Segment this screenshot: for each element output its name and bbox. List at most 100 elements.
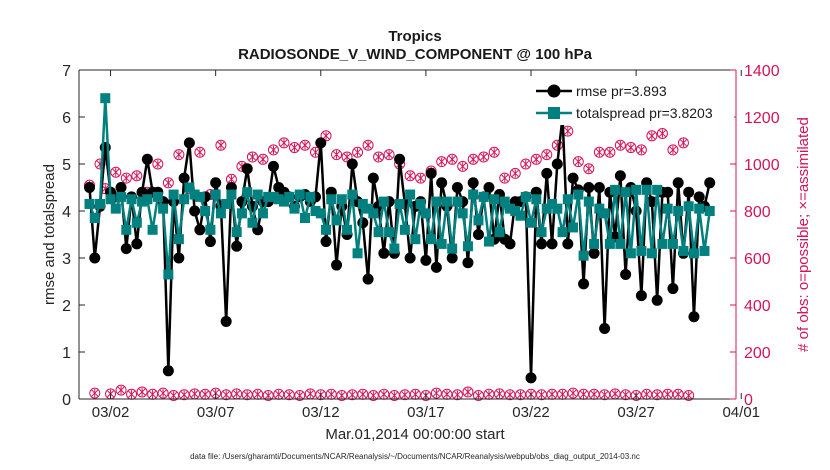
totalspread-point <box>625 248 636 259</box>
obs-possible-point <box>315 389 327 401</box>
rmse-point <box>210 177 222 189</box>
totalspread-point <box>552 203 563 214</box>
obs-possible-point <box>415 172 427 184</box>
x-tick-label: 04/01 <box>722 404 760 421</box>
totalspread-point <box>657 238 668 249</box>
totalspread-point <box>152 191 163 202</box>
totalspread-point <box>205 224 216 235</box>
legend-label-rmse: rmse pr=3.893 <box>576 83 667 99</box>
obs-possible-point <box>462 386 474 398</box>
rmse-point <box>120 243 132 255</box>
obs-assimilated-point <box>622 390 630 399</box>
rmse-point <box>231 240 243 252</box>
obs-assimilated-point <box>601 390 609 399</box>
obs-assimilated-point <box>154 159 162 169</box>
rmse-point <box>562 238 574 250</box>
rmse-point <box>683 186 695 198</box>
obs-possible-point <box>388 389 400 401</box>
x-axis-label: Mar.01,2014 00:00:00 start <box>325 426 505 443</box>
totalspread-point <box>547 198 558 209</box>
obs-possible-point <box>288 142 300 154</box>
obs-possible-point <box>499 172 511 184</box>
totalspread-point <box>526 217 537 228</box>
rmse-point <box>541 167 553 179</box>
obs-possible-point <box>536 389 548 401</box>
totalspread-point <box>373 227 384 238</box>
totalspread-point <box>168 189 179 200</box>
rmse-point <box>630 205 642 217</box>
obs-assimilated-point <box>506 390 514 399</box>
obs-assimilated-point <box>611 389 619 399</box>
totalspread-point <box>441 196 452 207</box>
obs-assimilated-point <box>296 391 304 400</box>
obs-possible-point <box>683 389 695 401</box>
obs-assimilated-point <box>432 388 440 398</box>
obs-assimilated-point <box>485 390 493 399</box>
obs-possible-point <box>656 127 668 139</box>
obs-assimilated-point <box>585 164 593 173</box>
totalspread-point <box>610 184 621 195</box>
y-right-tick-label: 800 <box>744 204 771 221</box>
obs-assimilated-point <box>448 155 456 164</box>
totalspread-point <box>694 203 705 214</box>
obs-possible-point <box>436 156 448 168</box>
obs-assimilated-point <box>648 131 656 140</box>
obs-assimilated-point <box>537 390 546 399</box>
obs-assimilated-point <box>685 391 693 400</box>
obs-possible-point <box>115 384 127 396</box>
totalspread-point <box>688 248 699 259</box>
y-right-tick-label: 400 <box>744 298 771 315</box>
obs-assimilated-point <box>627 143 635 152</box>
totalspread-point <box>436 238 447 249</box>
obs-assimilated-point <box>469 155 477 164</box>
obs-possible-point <box>341 151 353 163</box>
y-axis-label-left: rmse and totalspread <box>41 164 58 305</box>
rmse-point <box>614 170 626 182</box>
totalspread-point <box>215 208 226 219</box>
obs-possible-point <box>541 149 553 161</box>
rmse-point <box>704 177 716 189</box>
obs-possible-point <box>457 160 469 172</box>
obs-assimilated-point <box>138 387 146 397</box>
obs-assimilated-point <box>354 148 362 157</box>
totalspread-point <box>368 208 379 219</box>
totalspread-point <box>189 189 200 200</box>
totalspread-point <box>468 189 479 200</box>
obs-assimilated-point <box>311 148 320 157</box>
totalspread-point <box>631 184 642 195</box>
totalspread-point <box>163 269 174 280</box>
obs-possible-point <box>530 153 542 165</box>
totalspread-point <box>557 227 568 238</box>
obs-possible-point <box>625 142 637 154</box>
rmse-point <box>241 163 253 175</box>
totalspread-point <box>473 215 484 226</box>
totalspread-point <box>420 208 431 219</box>
totalspread-point <box>210 189 221 200</box>
obs-possible-point <box>89 387 101 399</box>
obs-possible-point <box>677 137 689 149</box>
obs-assimilated-point <box>490 148 498 157</box>
rmse-point <box>378 247 390 259</box>
obs-assimilated-point <box>459 162 467 171</box>
obs-assimilated-point <box>180 390 188 399</box>
obs-possible-point <box>278 137 290 149</box>
rmse-point <box>688 311 700 323</box>
obs-possible-point <box>336 389 348 401</box>
obs-possible-point <box>215 139 227 151</box>
obs-possible-point <box>173 149 185 161</box>
totalspread-point <box>194 191 205 202</box>
obs-assimilated-point <box>327 390 335 399</box>
obs-possible-point <box>509 167 521 179</box>
obs-possible-point <box>168 389 180 401</box>
obs-possible-point <box>320 130 332 142</box>
x-tick-label: 03/12 <box>302 404 340 421</box>
totalspread-point <box>315 208 326 219</box>
obs-possible-point <box>283 389 295 401</box>
totalspread-point <box>179 194 190 205</box>
rmse-point <box>578 278 590 290</box>
totalspread-point <box>284 191 295 202</box>
rmse-point <box>693 191 705 203</box>
totalspread-point <box>489 194 500 205</box>
rmse-point <box>536 238 548 250</box>
obs-assimilated-point <box>164 178 172 187</box>
